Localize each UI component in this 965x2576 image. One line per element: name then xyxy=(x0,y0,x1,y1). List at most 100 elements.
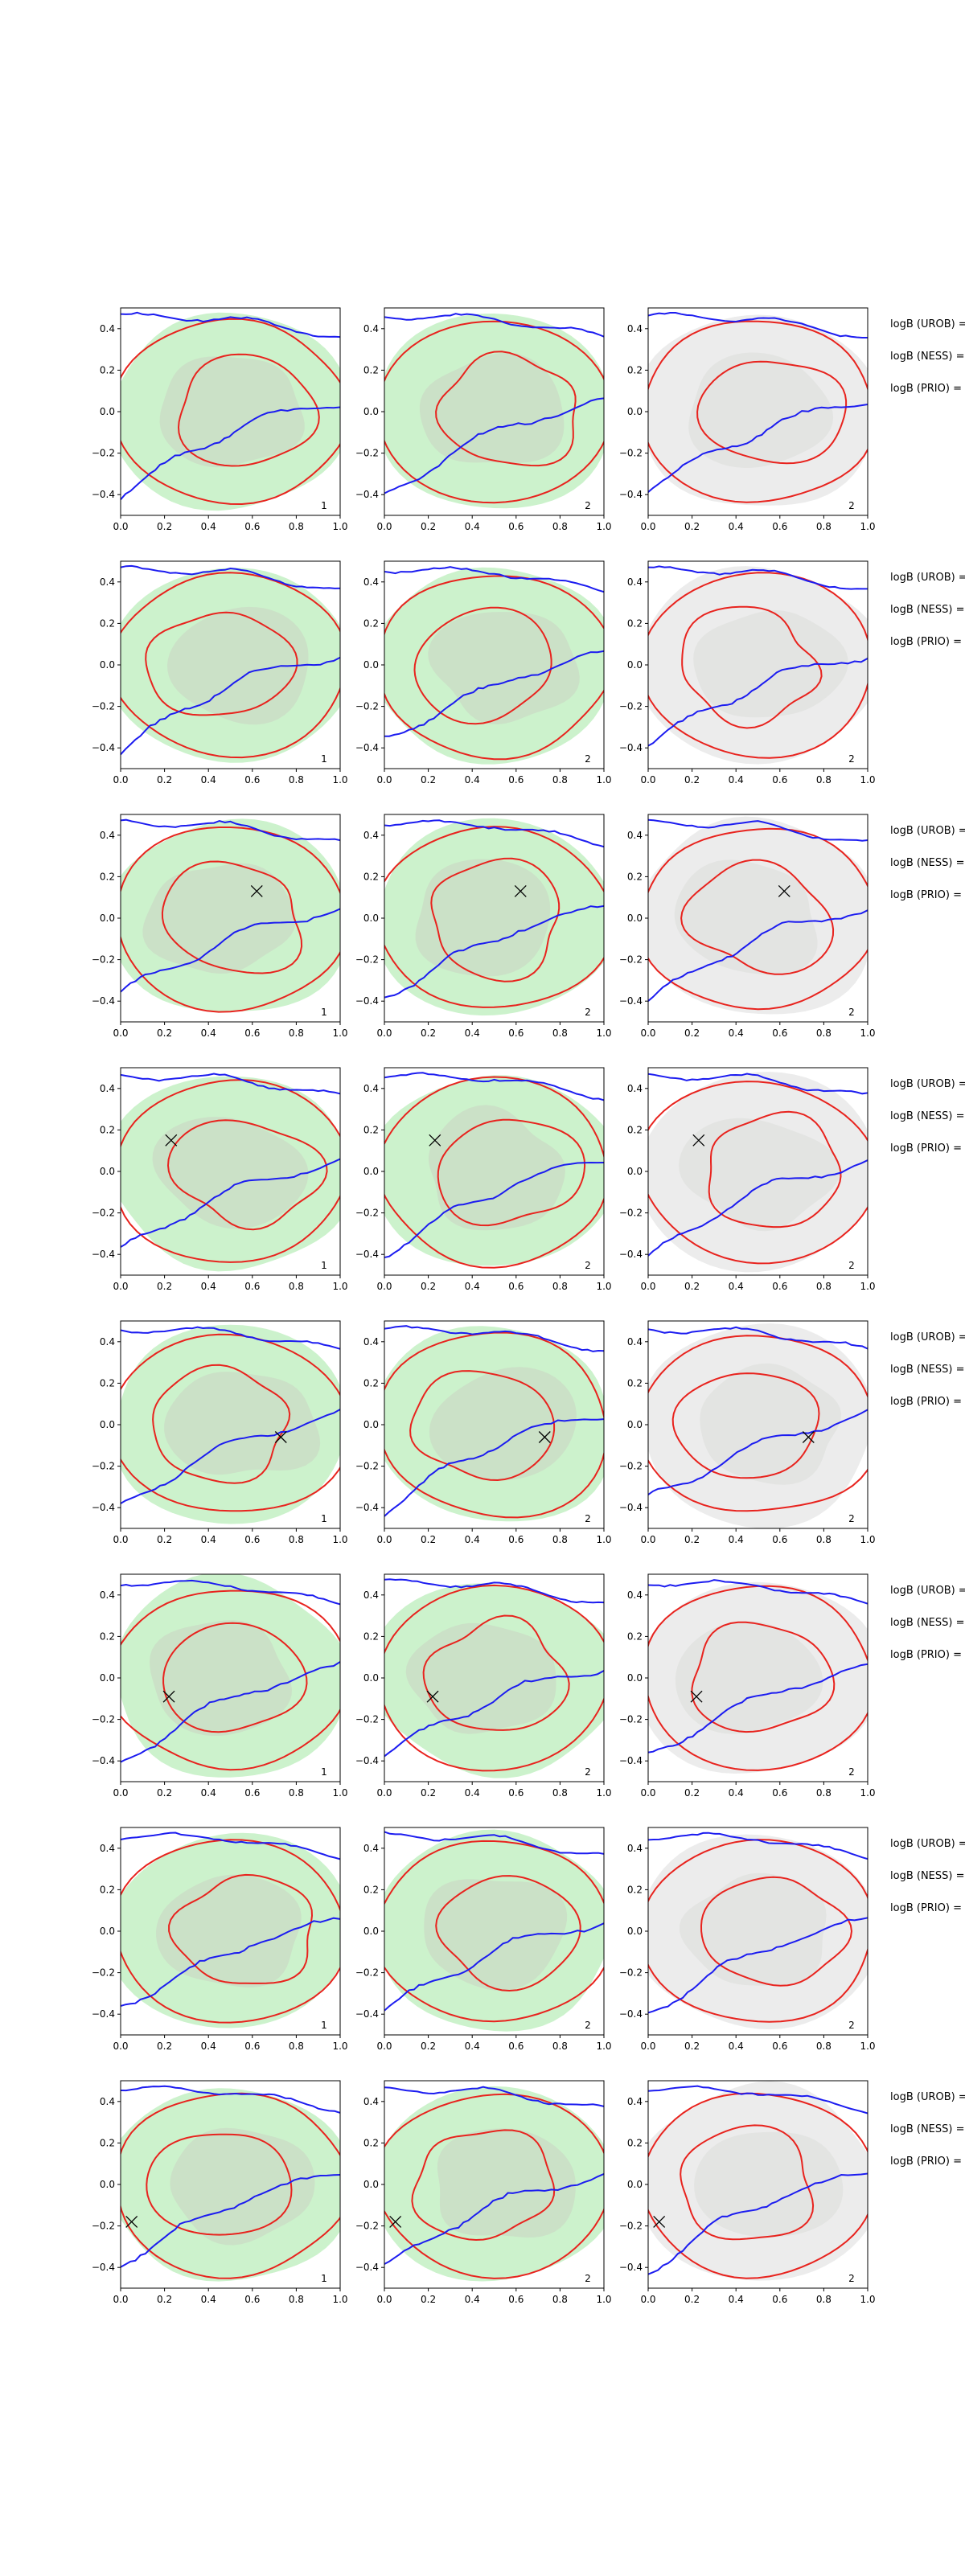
y-tick-label: −0.4 xyxy=(619,1249,643,1260)
panel-number-label: 2 xyxy=(848,1766,855,1778)
x-tick-label: 0.8 xyxy=(552,1787,568,1799)
red-contour-outer xyxy=(648,1081,868,1265)
blue-contour-lower xyxy=(384,1670,604,1758)
x-tick-label: 0.0 xyxy=(640,1787,655,1799)
blue-contour-upper xyxy=(648,1073,868,1095)
y-tick-label: 0.2 xyxy=(363,1884,379,1895)
blue-contour-upper xyxy=(648,312,868,338)
red-contour-inner xyxy=(413,606,552,725)
panel-number-label: 2 xyxy=(848,1513,855,1524)
panel-r6-c1: 0.0 0.2 0.4 0.6 0.8 1.0 −0.4 −0.2 0.0 0.2 0.4 1 xyxy=(92,1573,348,1799)
y-tick-label: −0.4 xyxy=(355,1755,379,1766)
x-tick-label: 0.8 xyxy=(552,1028,568,1039)
x-tick-label: 0.0 xyxy=(113,1028,128,1039)
x-tick-label: 0.2 xyxy=(421,2294,436,2305)
panel-number-label: 1 xyxy=(321,1260,327,1271)
y-tick-label: −0.2 xyxy=(355,701,379,712)
x-tick-label: 0.0 xyxy=(113,774,128,786)
x-tick-label: 0.8 xyxy=(289,1028,304,1039)
y-tick-label: 0.4 xyxy=(363,576,379,588)
panel-number-label: 2 xyxy=(585,1260,591,1271)
plot-area xyxy=(648,816,868,1015)
x-tick-label: 0.4 xyxy=(201,1028,216,1039)
density-fill-inner xyxy=(424,1879,568,1991)
y-tick-label: 0.2 xyxy=(363,617,379,629)
y-tick-label: −0.2 xyxy=(92,701,115,712)
x-tick-label: 0.8 xyxy=(289,774,304,786)
plot-area xyxy=(121,1073,340,1272)
blue-contour-upper xyxy=(121,1579,340,1606)
x-tick-label: 0.8 xyxy=(816,521,832,532)
x-marker xyxy=(778,885,790,897)
side-label: logB (PRIO) = xyxy=(890,889,962,901)
x-marker xyxy=(426,1690,439,1703)
density-fill-inner xyxy=(675,1621,823,1734)
plot-area xyxy=(121,2085,340,2282)
y-tick-label: −0.2 xyxy=(92,2221,115,2232)
x-tick-label: 0.6 xyxy=(508,2294,524,2305)
red-contour-outer xyxy=(648,1585,868,1771)
x-tick-label: 0.6 xyxy=(244,1281,260,1292)
blue-contour-upper xyxy=(384,819,604,848)
y-tick-label: 0.4 xyxy=(627,1083,643,1094)
panel-r3-c3: 0.0 0.2 0.4 0.6 0.8 1.0 −0.4 −0.2 0.0 0.2 0.4 2 xyxy=(619,814,876,1039)
x-tick-label: 0.4 xyxy=(465,521,480,532)
y-tick-label: 0.2 xyxy=(627,1124,643,1135)
red-contour-inner xyxy=(152,1364,291,1484)
x-tick-label: 1.0 xyxy=(332,1787,347,1799)
side-labels-row-8: logB (UROB) = logB (NESS) = logB (PRIO) = xyxy=(890,2091,965,2168)
x-tick-label: 0.0 xyxy=(113,1534,128,1545)
side-labels-row-3: logB (UROB) = logB (NESS) = logB (PRIO) = xyxy=(890,825,965,901)
panel-number-label: 1 xyxy=(321,753,327,765)
red-contour-inner xyxy=(162,1622,308,1733)
red-contour-outer xyxy=(648,1335,868,1512)
x-tick-label: 0.2 xyxy=(684,521,700,532)
red-contour-outer xyxy=(384,1076,604,1269)
red-contour-outer xyxy=(384,1840,604,2023)
y-tick-label: 0.0 xyxy=(627,1166,643,1177)
blue-contour-lower xyxy=(121,1158,340,1248)
y-tick-label: −0.4 xyxy=(619,2008,643,2020)
density-fill-outer xyxy=(384,818,604,1016)
x-tick-label: 0.4 xyxy=(465,1534,480,1545)
x-tick-label: 0.8 xyxy=(289,2294,304,2305)
x-marker xyxy=(802,1431,815,1443)
side-label: logB (UROB) = xyxy=(890,1838,965,1850)
plot-area xyxy=(384,313,604,509)
red-contour-inner xyxy=(168,1873,314,1984)
blue-contour-lower xyxy=(121,2174,340,2268)
y-tick-label: 0.2 xyxy=(100,871,115,882)
x-tick-label: 0.2 xyxy=(684,2294,700,2305)
x-tick-label: 0.4 xyxy=(465,1281,480,1292)
x-marker xyxy=(692,1134,705,1146)
y-tick-label: 0.0 xyxy=(100,1926,115,1937)
x-tick-label: 0.2 xyxy=(157,1787,172,1799)
density-fill-outer xyxy=(648,1072,868,1273)
y-tick-label: −0.2 xyxy=(92,1714,115,1725)
blue-contour-upper xyxy=(384,2086,604,2107)
x-tick-label: 1.0 xyxy=(596,521,611,532)
blue-contour-lower xyxy=(121,406,340,501)
side-labels-row-5: logB (UROB) = logB (NESS) = logB (PRIO) = xyxy=(890,1331,965,1408)
x-tick-label: 0.0 xyxy=(376,2294,392,2305)
plot-area xyxy=(384,1829,604,2032)
density-fill-outer xyxy=(648,1581,868,1774)
y-tick-label: 0.4 xyxy=(363,1336,379,1347)
density-fill-outer xyxy=(384,314,604,509)
plot-area xyxy=(384,2086,604,2282)
blue-contour-upper xyxy=(384,1325,604,1352)
red-contour-inner xyxy=(437,1118,586,1227)
side-label: logB (UROB) = xyxy=(890,825,965,837)
x-tick-label: 0.8 xyxy=(552,1534,568,1545)
red-contour-inner xyxy=(411,2129,556,2242)
y-tick-label: −0.4 xyxy=(619,995,643,1007)
y-tick-label: 0.4 xyxy=(363,1083,379,1094)
y-tick-label: −0.4 xyxy=(92,2262,115,2273)
x-tick-label: 0.8 xyxy=(552,774,568,786)
x-tick-label: 1.0 xyxy=(332,2294,347,2305)
x-tick-label: 0.0 xyxy=(113,521,128,532)
panel-r4-c3: 0.0 0.2 0.4 0.6 0.8 1.0 −0.4 −0.2 0.0 0.2 0.4 2 xyxy=(619,1067,876,1292)
x-tick-label: 0.4 xyxy=(729,2041,744,2052)
panel-r6-c3: 0.0 0.2 0.4 0.6 0.8 1.0 −0.4 −0.2 0.0 0.2 0.4 2 xyxy=(619,1573,876,1799)
y-tick-label: −0.4 xyxy=(92,1502,115,1513)
